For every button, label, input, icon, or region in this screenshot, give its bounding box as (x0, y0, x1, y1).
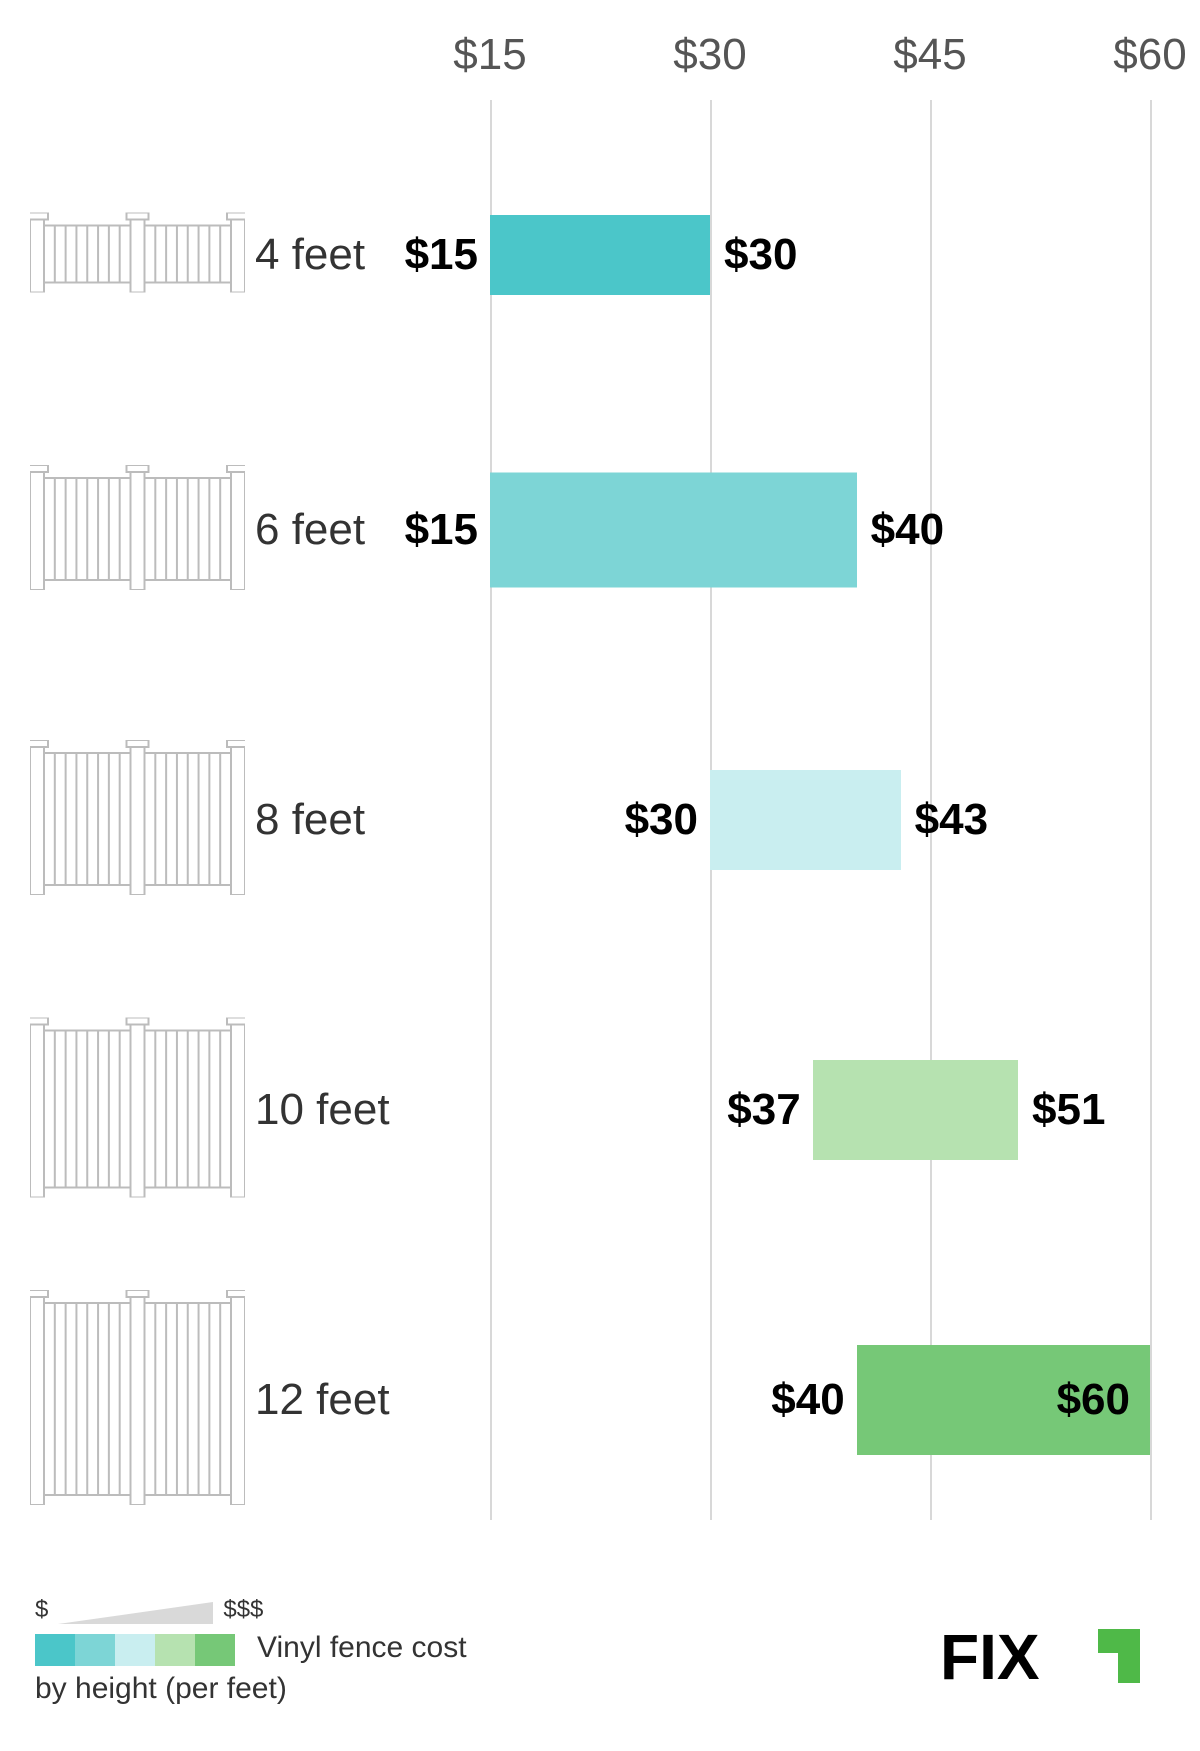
max-value-label: $60 (1057, 1375, 1130, 1425)
legend-swatches (35, 1634, 235, 1666)
max-value-label: $43 (915, 795, 988, 845)
legend-high: $$$ (223, 1596, 263, 1624)
legend-text-1: Vinyl fence cost (257, 1631, 467, 1665)
range-bar (490, 215, 710, 295)
brand-logo: FIX (940, 1621, 1150, 1696)
legend-text-2: by height (per feet) (35, 1672, 735, 1706)
min-value-label: $15 (405, 505, 478, 555)
height-label: 4 feet (255, 230, 365, 280)
legend-low: $ (35, 1596, 48, 1624)
legend-swatch (115, 1634, 155, 1666)
legend-swatch (155, 1634, 195, 1666)
fence-icon (30, 1290, 245, 1510)
min-value-label: $15 (405, 230, 478, 280)
legend-scale-icon (58, 1602, 213, 1624)
min-value-label: $40 (771, 1375, 844, 1425)
fence-icon (30, 213, 245, 298)
fence-icon (30, 740, 245, 900)
fence-icon (30, 465, 245, 595)
axis-tick-label: $45 (893, 30, 966, 80)
axis-labels: $15$30$45$60 (440, 30, 1160, 90)
legend-swatch (195, 1634, 235, 1666)
chart-row: 10 feet $37 $51 (0, 1010, 1200, 1210)
height-label: 12 feet (255, 1375, 390, 1425)
min-value-label: $37 (727, 1085, 800, 1135)
range-bar (490, 473, 857, 588)
legend-swatch (35, 1634, 75, 1666)
fence-icon (30, 1018, 245, 1203)
range-bar (710, 770, 901, 870)
max-value-label: $30 (724, 230, 797, 280)
height-label: 8 feet (255, 795, 365, 845)
range-bar (813, 1060, 1018, 1160)
max-value-label: $51 (1032, 1085, 1105, 1135)
max-value-label: $40 (871, 505, 944, 555)
chart-row: 4 feet $15 $30 (0, 155, 1200, 355)
chart-area: $15 $30 $45 $60 4 feet $15 $30 6 feet $15 $40 8 f… (0, 0, 1200, 1540)
chart-row: 12 feet $40 $60 (0, 1300, 1200, 1500)
min-value-label: $30 (625, 795, 698, 845)
chart-row: 6 feet $15 $40 (0, 430, 1200, 630)
height-label: 10 feet (255, 1085, 390, 1135)
chart-row: 8 feet $30 $43 (0, 720, 1200, 920)
axis-tick-label: $60 (1113, 30, 1186, 80)
axis-tick-label: $30 (673, 30, 746, 80)
legend: $ $$$ Vinyl fence cost by height (per fe… (35, 1596, 735, 1706)
legend-swatch (75, 1634, 115, 1666)
svg-text:FIX: FIX (940, 1621, 1040, 1691)
height-label: 6 feet (255, 505, 365, 555)
axis-tick-label: $15 (453, 30, 526, 80)
